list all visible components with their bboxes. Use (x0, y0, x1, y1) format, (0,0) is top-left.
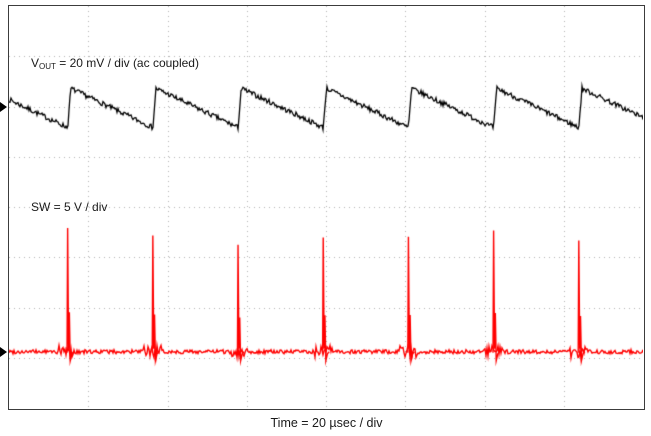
ch1-ground-marker-icon (0, 102, 7, 112)
ch1-label-rest: = 20 mV / div (ac coupled) (55, 56, 199, 70)
ch2-scale-label: SW = 5 V / div (31, 200, 108, 214)
oscilloscope-canvas (9, 6, 643, 408)
ch1-label-prefix: V (31, 56, 40, 70)
time-axis-label: Time = 20 µsec / div (270, 416, 383, 430)
ch2-ground-marker-icon (0, 347, 7, 357)
ch1-scale-label: VOUT = 20 mV / div (ac coupled) (31, 56, 199, 71)
oscilloscope-plot: VOUT = 20 mV / div (ac coupled) SW = 5 V… (8, 5, 645, 410)
ch1-label-subscript: OUT (39, 62, 56, 71)
